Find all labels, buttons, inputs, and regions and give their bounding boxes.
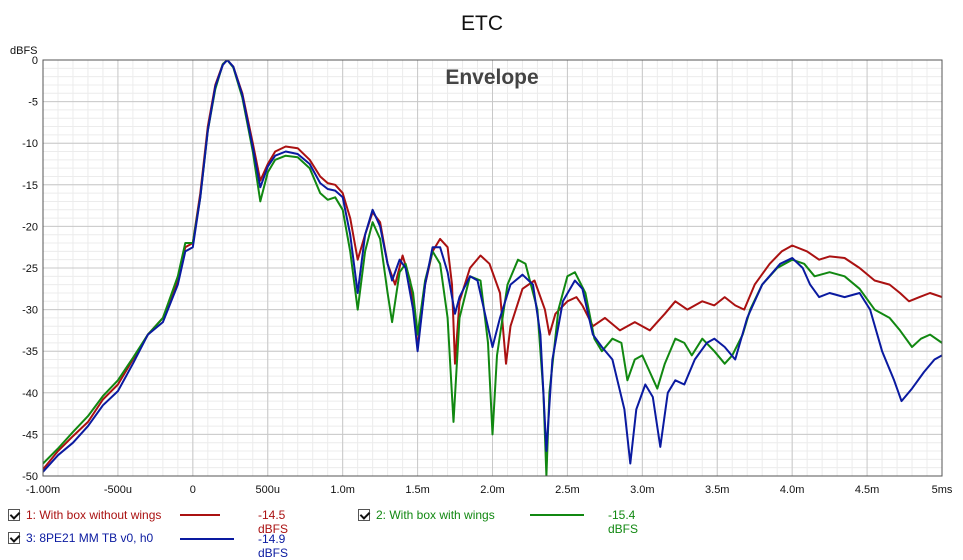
- plot-frame: [42, 59, 943, 477]
- x-tick-label: 3.5m: [705, 484, 729, 496]
- x-tick-label: 2.0m: [480, 484, 504, 496]
- y-tick-label: -30: [22, 305, 38, 317]
- x-tick-label: -500u: [104, 484, 132, 496]
- series-1-checkbox[interactable]: [8, 509, 20, 521]
- series-3-checkbox[interactable]: [8, 532, 20, 544]
- y-tick-label: -10: [22, 138, 38, 150]
- x-tick-label: 500u: [256, 484, 280, 496]
- chart-title: ETC: [461, 12, 503, 35]
- y-tick-label: -20: [22, 221, 38, 233]
- series-3-value: -14.9 dBFS: [258, 532, 289, 560]
- series-lines: [43, 60, 942, 476]
- series-1-swatch: [180, 514, 220, 516]
- series-3-swatch: [180, 538, 234, 540]
- y-tick-label: -40: [22, 388, 38, 400]
- series-3-name: 3: 8PE21 MM TB v0, h0: [26, 531, 154, 545]
- series-1-value: -14.5 dBFS: [258, 508, 289, 536]
- y-tick-label: -5: [28, 97, 38, 109]
- y-tick-label: -35: [22, 346, 38, 358]
- x-tick-label: 0: [190, 484, 196, 496]
- x-tick-label: 5ms: [932, 484, 953, 496]
- x-tick-label: 2.5m: [555, 484, 579, 496]
- legend-item-series-3[interactable]: 3: 8PE21 MM TB v0, h0: [8, 530, 153, 546]
- x-tick-label: 3.0m: [630, 484, 654, 496]
- series-1-name: 1: With box without wings: [26, 508, 162, 522]
- x-tick-label: 4.5m: [855, 484, 879, 496]
- y-tick-label: -15: [22, 180, 38, 192]
- series-line-3: [43, 60, 942, 473]
- legend-item-series-1[interactable]: 1: With box without wings: [8, 507, 161, 523]
- annotation-envelope: Envelope: [445, 66, 538, 89]
- series-2-swatch: [530, 514, 584, 516]
- legend-item-series-2[interactable]: 2: With box with wings: [358, 507, 495, 523]
- y-tick-label: -25: [22, 263, 38, 275]
- series-2-checkbox[interactable]: [358, 509, 370, 521]
- y-tick-label: 0: [32, 55, 38, 67]
- x-tick-label: 1.5m: [405, 484, 429, 496]
- x-tick-label: 1.0m: [330, 484, 354, 496]
- y-tick-label: -50: [22, 471, 38, 483]
- grid-lines: [42, 59, 943, 477]
- series-2-value: -15.4 dBFS: [608, 508, 639, 536]
- y-tick-label: -45: [22, 429, 38, 441]
- series-2-name: 2: With box with wings: [376, 508, 495, 522]
- tick-labels: -1.00m -500u 0 500u 1.0m 1.5m 2.0m 2.5m 3.0m 3.5m…: [22, 55, 953, 496]
- y-axis-label: dBFS: [10, 45, 38, 57]
- x-tick-label: 4.0m: [780, 484, 804, 496]
- x-tick-label: -1.00m: [26, 484, 60, 496]
